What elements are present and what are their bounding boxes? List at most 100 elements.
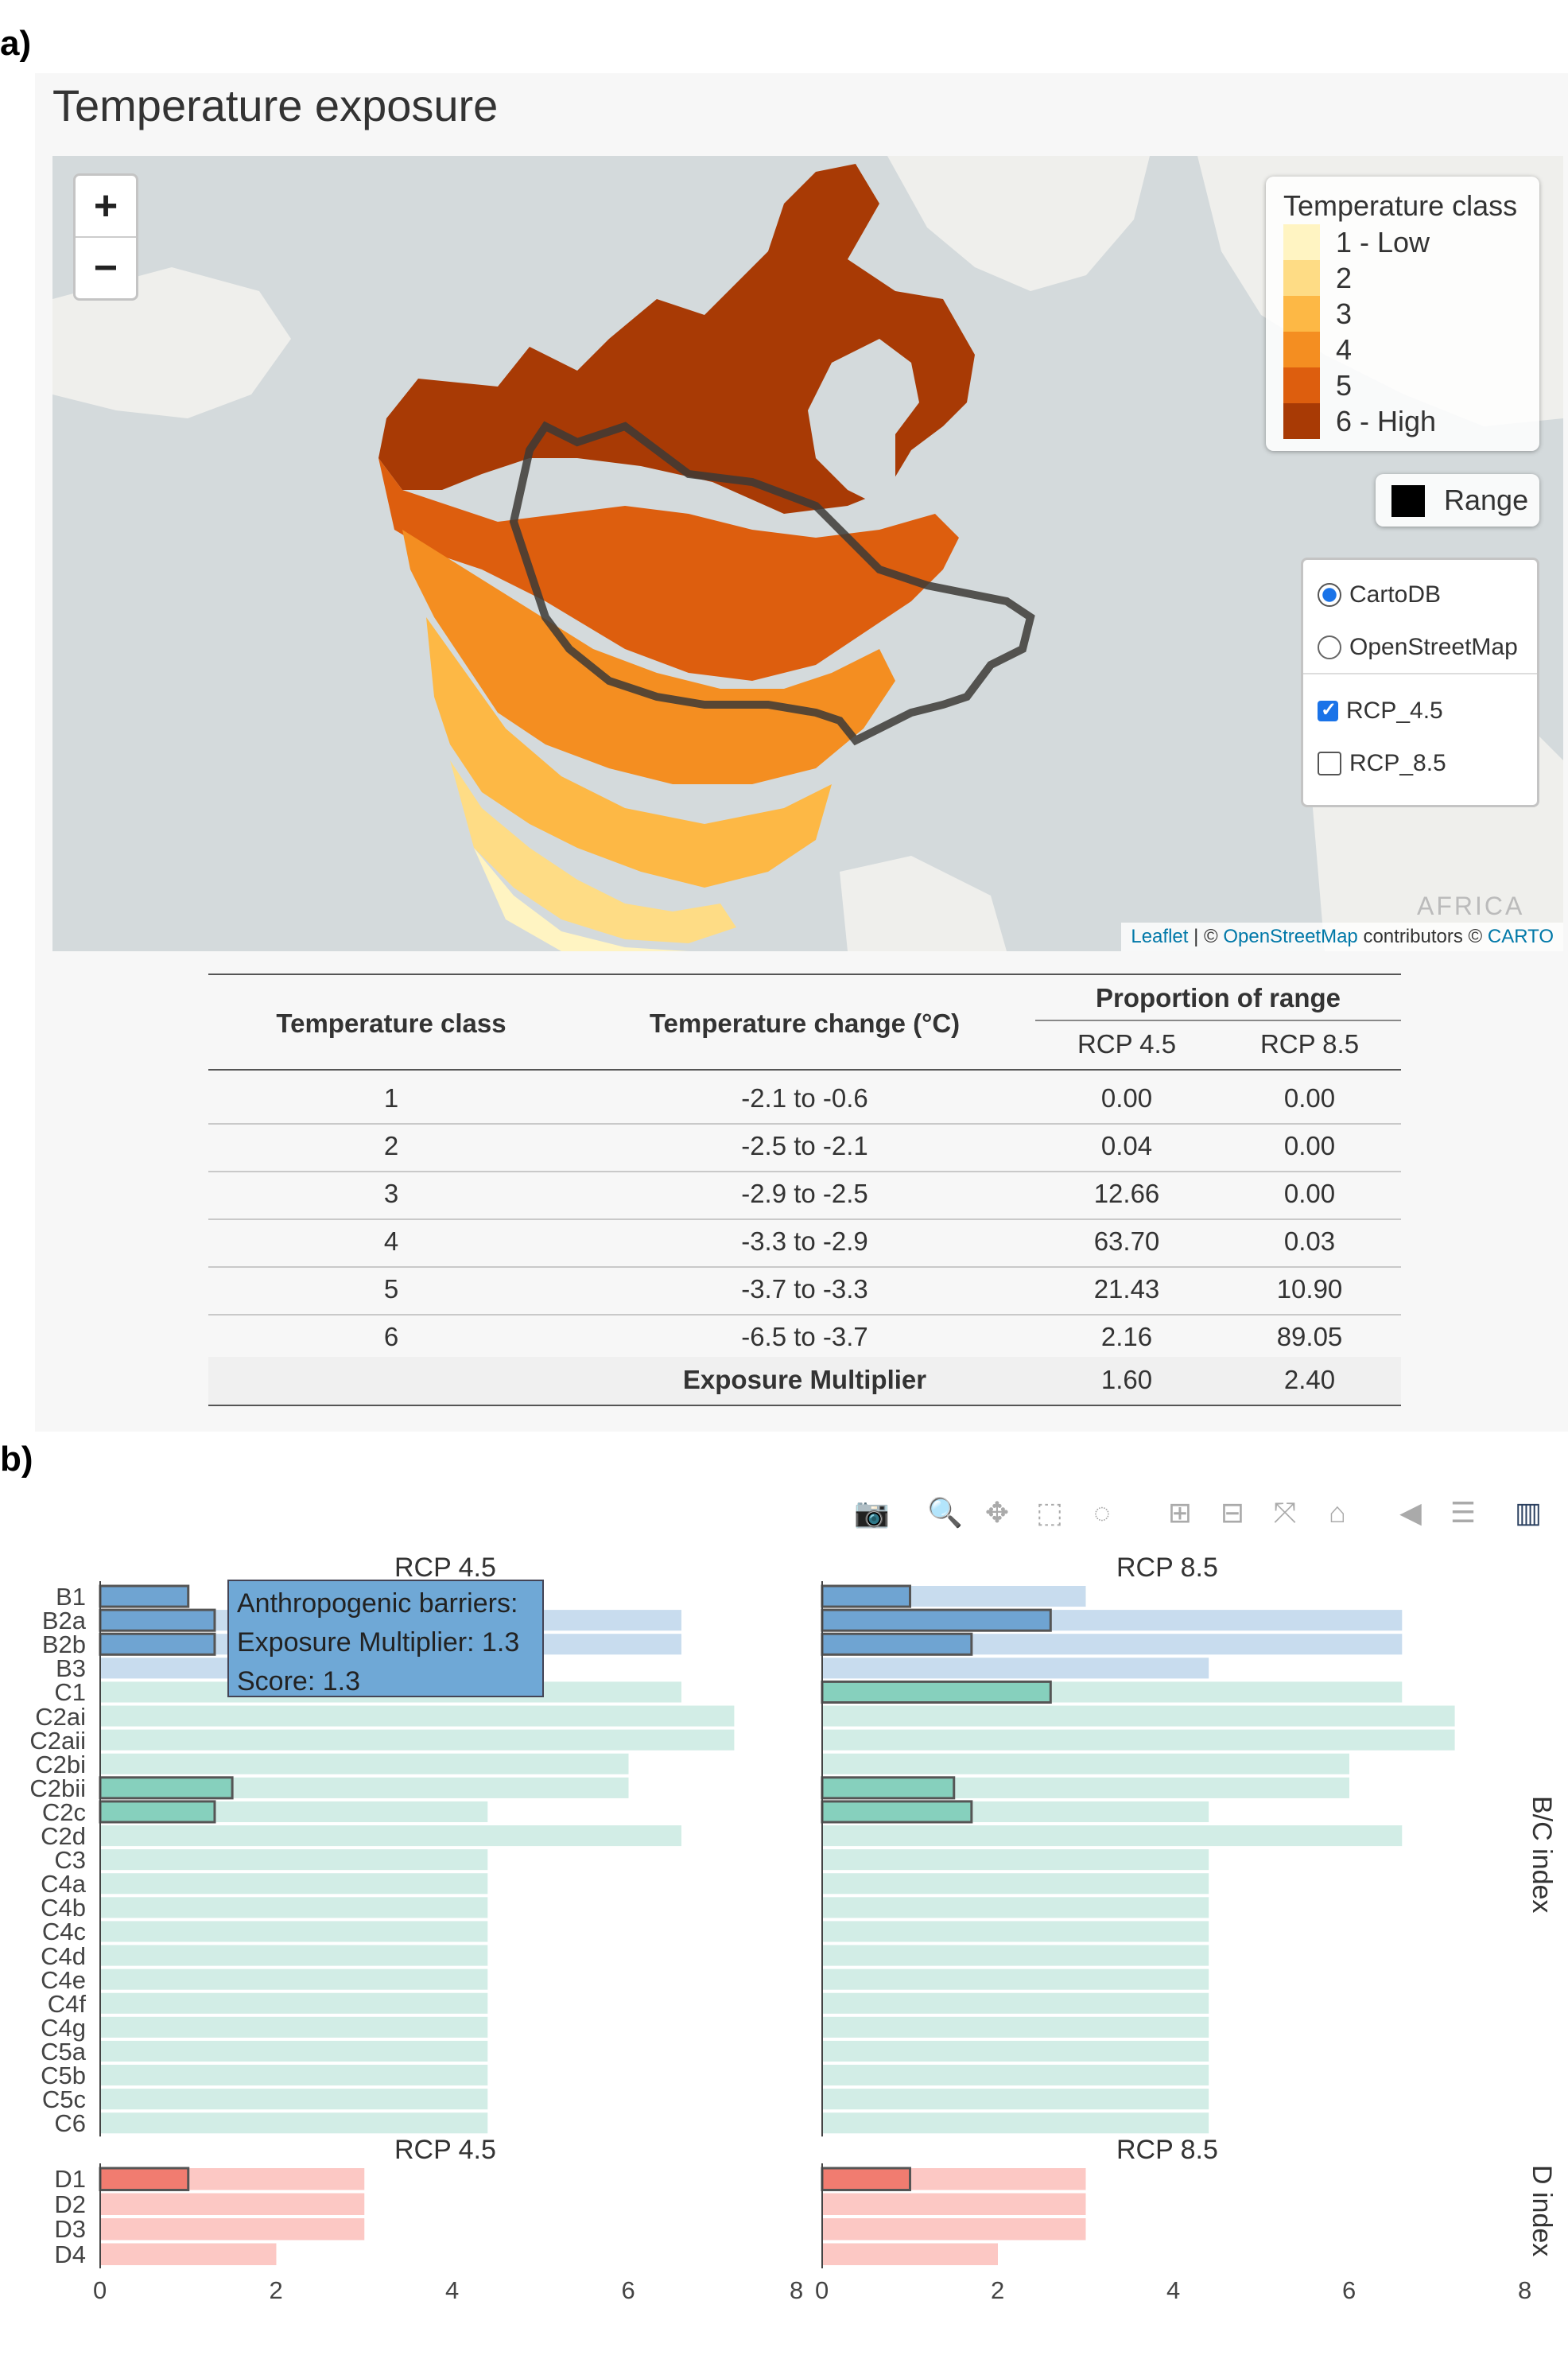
max-score-bar[interactable]: [822, 2065, 1209, 2086]
overlay-rcp85-option[interactable]: RCP_8.5: [1318, 749, 1446, 778]
max-score-bar[interactable]: [100, 1969, 488, 1990]
tooltip-line-1: Anthropogenic barriers:: [237, 1588, 518, 1619]
score-bar[interactable]: [99, 1584, 190, 1608]
max-score-bar[interactable]: [822, 2112, 1209, 2134]
max-score-bar[interactable]: [822, 1945, 1209, 1966]
leaflet-link[interactable]: Leaflet: [1131, 926, 1189, 947]
x-tick-label: 8: [790, 2276, 804, 2304]
spike-lines-icon[interactable]: ◀: [1399, 1496, 1422, 1529]
category-tick-label: C4f: [47, 1989, 86, 2018]
max-score-bar[interactable]: [100, 1992, 488, 2014]
max-score-bar[interactable]: [822, 1897, 1209, 1918]
max-score-bar[interactable]: [822, 1992, 1209, 2014]
max-score-bar[interactable]: [822, 1873, 1209, 1895]
max-score-bar[interactable]: [822, 2218, 1086, 2241]
score-bar[interactable]: [821, 1608, 1052, 1632]
basemap-cartodb-option[interactable]: CartoDB: [1318, 581, 1441, 609]
autoscale-icon[interactable]: ⤧: [1273, 1496, 1297, 1529]
max-score-bar[interactable]: [822, 1705, 1455, 1727]
compare-hover-icon[interactable]: ☰: [1450, 1496, 1477, 1529]
zoom-out-icon[interactable]: ⊟: [1220, 1496, 1245, 1529]
hover-tooltip: Anthropogenic barriers: Exposure Multipl…: [227, 1580, 544, 1697]
score-bar[interactable]: [99, 1800, 216, 1824]
zoom-in-button[interactable]: +: [76, 176, 136, 238]
osm-link[interactable]: OpenStreetMap: [1223, 926, 1358, 947]
max-score-bar[interactable]: [822, 2243, 998, 2266]
temperature-map[interactable]: + − Temperature class 1 - Low 2 3 4 5 6 - Hig…: [52, 156, 1563, 951]
zoom-out-button[interactable]: −: [93, 245, 118, 291]
score-bar[interactable]: [821, 1680, 1052, 1704]
radio-selected-icon[interactable]: [1318, 583, 1341, 607]
max-score-bar[interactable]: [822, 2089, 1209, 2110]
class2-region: [450, 760, 736, 943]
camera-icon[interactable]: 📷: [854, 1496, 890, 1529]
max-score-bar[interactable]: [100, 2112, 488, 2134]
table-top-rule: [208, 974, 1401, 975]
class5-region: [378, 458, 959, 681]
carto-link[interactable]: CARTO: [1487, 926, 1554, 947]
max-score-bar[interactable]: [100, 1825, 681, 1847]
category-tick-label: C2bi: [35, 1750, 86, 1778]
max-score-bar[interactable]: [100, 1945, 488, 1966]
cell-rcp45: 0.00: [1100, 1083, 1153, 1113]
reset-axes-icon[interactable]: ⌂: [1329, 1496, 1346, 1529]
checkbox-unchecked-icon[interactable]: [1318, 752, 1341, 775]
box-select-icon[interactable]: ⬚: [1035, 1496, 1063, 1529]
category-tick-label: C3: [54, 1846, 86, 1875]
score-bar[interactable]: [821, 1800, 973, 1824]
max-score-bar[interactable]: [100, 1753, 629, 1774]
max-score-bar[interactable]: [100, 2065, 488, 2086]
score-bar[interactable]: [821, 1632, 973, 1656]
max-score-bar[interactable]: [100, 1897, 488, 1918]
header-temperature-class: Temperature class: [276, 1009, 506, 1038]
max-score-bar[interactable]: [822, 1921, 1209, 1942]
max-score-bar[interactable]: [100, 2016, 488, 2038]
x-tick-label: 8: [1518, 2276, 1532, 2304]
class3-region: [426, 617, 832, 888]
max-score-bar[interactable]: [822, 1753, 1349, 1774]
category-tick-label: C4a: [41, 1870, 86, 1899]
max-score-bar[interactable]: [822, 2016, 1209, 2038]
category-tick-label: C2bii: [29, 1774, 86, 1802]
basemap-osm-label: OpenStreetMap: [1349, 634, 1518, 660]
score-bar[interactable]: [821, 1584, 911, 1608]
max-score-bar[interactable]: [100, 2089, 488, 2110]
max-score-bar[interactable]: [822, 2193, 1086, 2216]
max-score-bar[interactable]: [822, 1825, 1403, 1847]
score-bar[interactable]: [99, 1632, 216, 1656]
checkbox-checked-icon[interactable]: [1318, 698, 1338, 721]
score-bar[interactable]: [821, 2167, 911, 2191]
max-score-bar[interactable]: [100, 1729, 735, 1751]
score-bar[interactable]: [99, 1776, 234, 1800]
max-score-bar[interactable]: [100, 1705, 735, 1727]
max-score-bar[interactable]: [100, 2218, 365, 2241]
legend-label: 4: [1336, 333, 1353, 366]
overlay-rcp45-option[interactable]: RCP_4.5: [1318, 697, 1443, 725]
score-bar[interactable]: [821, 1776, 956, 1800]
max-score-bar[interactable]: [822, 1729, 1455, 1751]
range-legend: Range: [1376, 474, 1539, 527]
score-bar[interactable]: [99, 2167, 190, 2191]
score-bar[interactable]: [99, 1608, 216, 1632]
max-score-bar[interactable]: [100, 2193, 365, 2216]
max-score-bar[interactable]: [100, 2243, 277, 2266]
plotly-logo-icon[interactable]: ▥: [1514, 1496, 1542, 1529]
max-score-bar[interactable]: [100, 2040, 488, 2062]
category-tick-label: C2c: [41, 1798, 86, 1826]
max-score-bar[interactable]: [100, 1921, 488, 1942]
max-score-bar[interactable]: [100, 1849, 488, 1871]
zoom-icon[interactable]: 🔍: [927, 1496, 963, 1529]
max-score-bar[interactable]: [822, 2040, 1209, 2062]
lasso-icon[interactable]: ◌: [1093, 1496, 1111, 1529]
max-score-bar[interactable]: [822, 1969, 1209, 1990]
pan-icon[interactable]: ✥: [984, 1496, 1010, 1529]
max-score-bar[interactable]: [822, 1849, 1209, 1871]
basemap-osm-option[interactable]: OpenStreetMap: [1318, 633, 1518, 662]
tooltip-line-2: Exposure Multiplier: 1.3: [237, 1627, 520, 1658]
zoom-in-icon[interactable]: ⊞: [1167, 1496, 1193, 1529]
subtitle-d-rcp85: RCP 8.5: [1116, 2135, 1218, 2165]
max-score-bar[interactable]: [100, 1873, 488, 1895]
radio-unselected-icon[interactable]: [1318, 635, 1341, 659]
max-score-bar[interactable]: [822, 1658, 1209, 1679]
